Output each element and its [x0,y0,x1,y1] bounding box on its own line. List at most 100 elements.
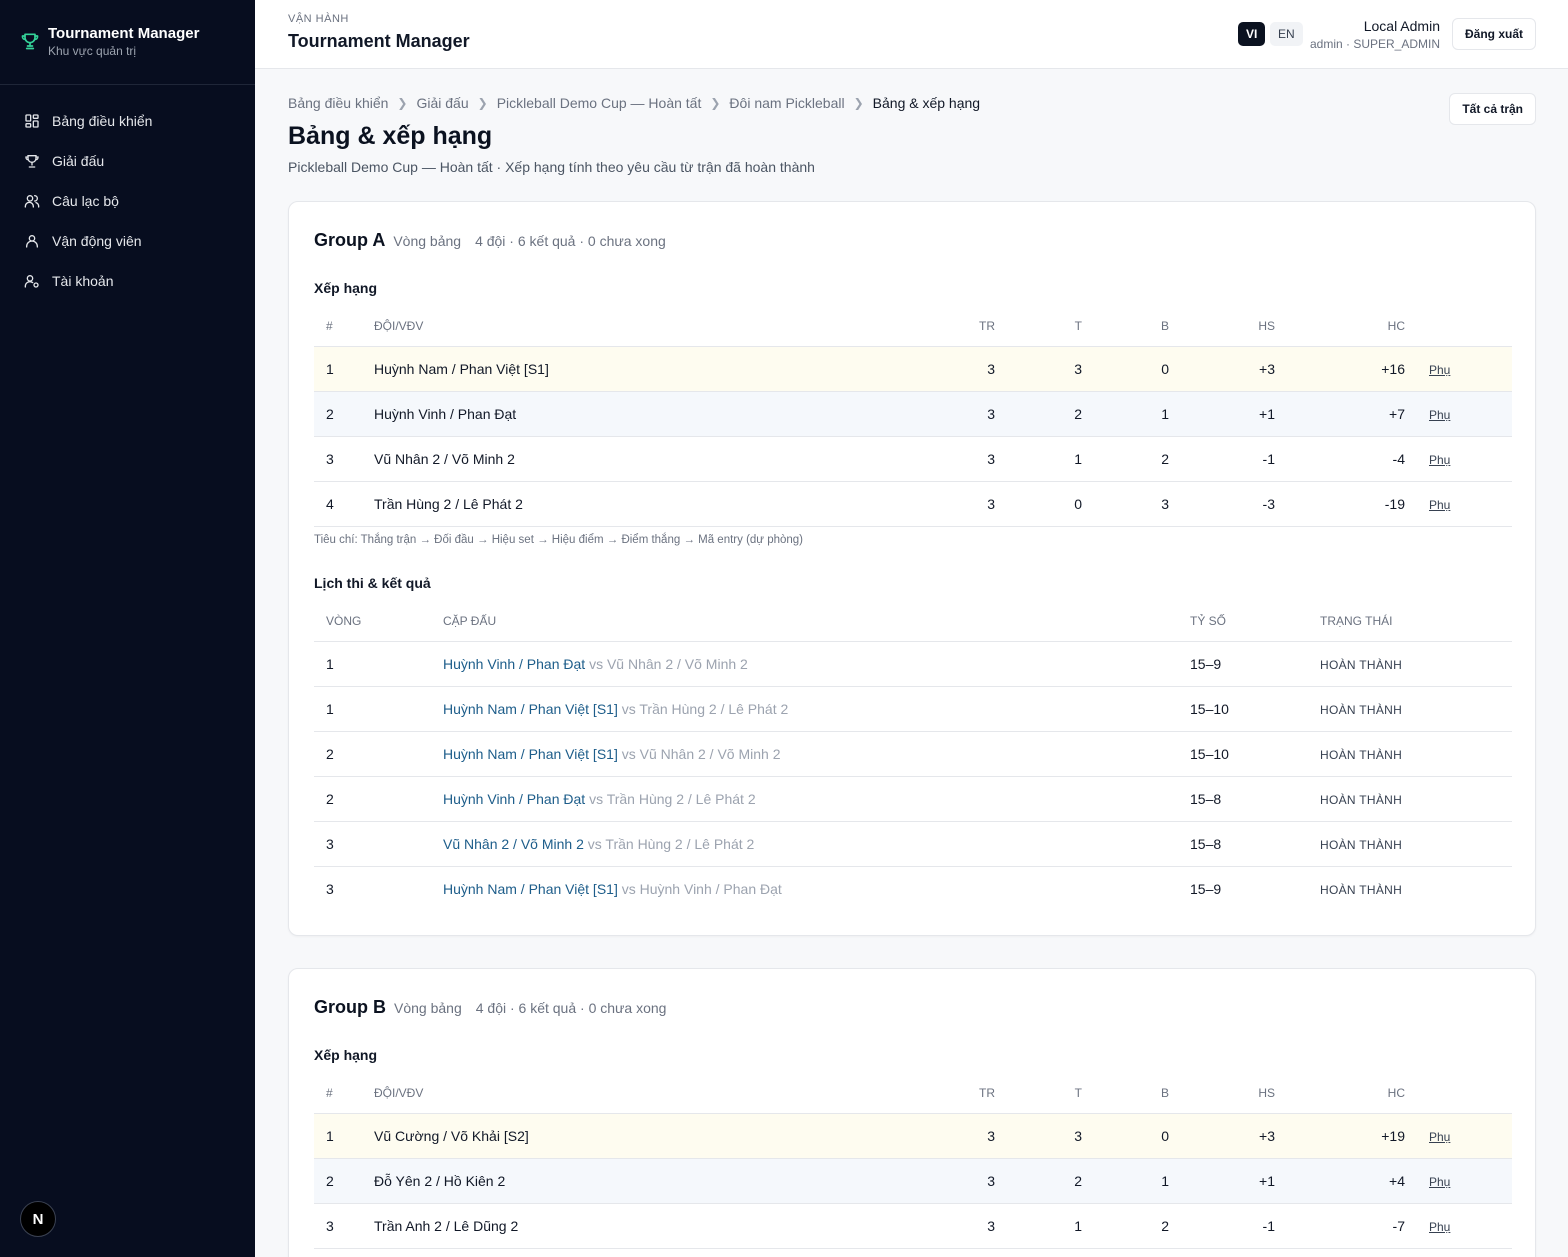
vs-label: vs [621,745,636,762]
rank: 3 [314,436,362,482]
group-meta: 4 đội · 6 kết quả · 0 chưa xong [475,1000,667,1016]
home-team-link[interactable]: Huỳnh Vinh / Phan Đạt [443,790,586,807]
col-team: ĐỘI/VĐV [362,1073,922,1114]
wins: 3 [1007,1113,1094,1159]
table-row: 2 Đỗ Yên 2 / Hồ Kiên 2 3 2 1 +1 +4 Phụ [314,1158,1512,1204]
wins: 1 [1007,436,1094,482]
home-team-link[interactable]: Huỳnh Nam / Phan Việt [S1] [443,700,618,717]
tiebreak-link[interactable]: Phụ [1429,1129,1451,1144]
brand-title: Tournament Manager [48,25,200,42]
status-badge: HOÀN THÀNH [1320,657,1403,672]
trophy-icon [25,155,39,168]
header-kicker: VẬN HÀNH [288,13,349,25]
status-badge: HOÀN THÀNH [1320,792,1403,807]
group-type: Vòng bảng [393,233,462,249]
chevron-right-icon: ❯ [477,96,488,110]
home-team-link[interactable]: Vũ Nhân 2 / Võ Minh 2 [443,835,584,852]
team: Huỳnh Vinh / Phan Đạt [362,391,922,437]
round: 1 [314,641,431,687]
user-icon [26,235,38,248]
away-team: Trần Hùng 2 / Lê Phát 2 [606,790,756,807]
group-card-a: Group A Vòng bảng 4 đội · 6 kết quả · 0 … [288,201,1536,936]
table-row: 2 Huỳnh Nam / Phan Việt [S1] vs Vũ Nhân … [314,731,1512,777]
dashboard-icon [25,114,39,128]
status-badge: HOÀN THÀNH [1320,837,1403,852]
tiebreak-link[interactable]: Phụ [1429,452,1451,467]
standings-table: # ĐỘI/VĐV TR T B HS HC 1 Huỳnh Nam / Pha… [314,306,1512,527]
table-row: 1 Huỳnh Vinh / Phan Đạt vs Vũ Nhân 2 / V… [314,641,1512,687]
score: 15–9 [1178,641,1308,687]
losses: 1 [1094,1158,1181,1204]
breadcrumb-tournaments[interactable]: Giải đấu [416,95,469,111]
breadcrumb-event[interactable]: Đôi nam Pickleball [729,95,845,111]
group-meta: 4 đội · 6 kết quả · 0 chưa xong [475,233,666,249]
score: 15–9 [1190,880,1222,897]
home-team-link[interactable]: Huỳnh Vinh / Phan Đạt [443,655,586,672]
away-team: Vũ Nhân 2 / Võ Minh 2 [639,745,781,762]
sidebar-nav: Bảng điều khiển Giải đấu Câu lạc bộ Vận … [0,85,255,301]
played: 3 [922,436,1007,482]
users-icon [24,195,40,208]
team: Vũ Cường / Võ Khải [S2] [362,1113,922,1159]
wins: 3 [1007,346,1094,392]
table-row: 3 Vũ Nhân 2 / Võ Minh 2 3 1 2 -1 -4 Phụ [314,436,1512,482]
set-diff: +1 [1181,1158,1287,1204]
table-row: 3 Vũ Nhân 2 / Võ Minh 2 vs Trần Hùng 2 /… [314,821,1512,867]
round: 2 [314,776,431,822]
score: 15–8 [1178,821,1308,867]
col-round: VÒNG [314,601,431,642]
avatar[interactable]: N [20,1201,56,1237]
logout-button[interactable]: Đăng xuất [1452,18,1536,50]
col-rank: # [314,1073,362,1114]
chevron-right-icon: ❯ [710,96,721,110]
account-icon [24,275,39,288]
rank: 2 [314,391,362,437]
brand[interactable]: Tournament Manager Khu vực quản trị [0,0,255,85]
breadcrumb-tournament[interactable]: Pickleball Demo Cup — Hoàn tất [496,95,702,111]
tiebreak-link[interactable]: Phụ [1429,497,1451,512]
losses: 1 [1094,391,1181,437]
sidebar-item-athletes[interactable]: Vận động viên [0,221,255,261]
sidebar-item-clubs[interactable]: Câu lạc bộ [0,181,255,221]
home-team-link[interactable]: Huỳnh Nam / Phan Việt [S1] [443,880,618,897]
round: 3 [326,880,334,897]
set-diff: -3 [1181,481,1287,527]
played: 3 [922,1203,1007,1249]
losses: 0 [1094,346,1181,392]
lang-en-button[interactable]: EN [1270,22,1303,46]
round: 2 [314,731,431,777]
sidebar-item-tournaments[interactable]: Giải đấu [0,141,255,181]
sidebar-item-dashboard[interactable]: Bảng điều khiển [0,101,255,141]
point-diff: -19 [1287,481,1417,527]
table-header-row: # ĐỘI/VĐV TR T B HS HC [314,1073,1512,1114]
col-tr: TR [922,306,1007,347]
standings-table: # ĐỘI/VĐV TR T B HS HC 1 Vũ Cường / Võ K… [314,1073,1512,1249]
set-diff: +3 [1181,346,1287,392]
rank: 4 [314,481,362,527]
col-status: TRẠNG THÁI [1308,601,1512,642]
all-matches-button[interactable]: Tất cả trận [1449,93,1536,125]
group-name: Group A [314,230,386,250]
page-subtitle: Pickleball Demo Cup — Hoàn tất · Xếp hạn… [288,159,815,175]
vs-label: vs [621,700,636,717]
group-card-b: Group B Vòng bảng 4 đội · 6 kết quả · 0 … [288,968,1536,1257]
tiebreak-link[interactable]: Phụ [1429,1219,1451,1234]
point-diff: +4 [1287,1158,1417,1204]
sidebar-item-accounts[interactable]: Tài khoản [0,261,255,301]
breadcrumb: Bảng điều khiển ❯ Giải đấu ❯ Pickleball … [288,95,980,111]
lang-vi-button[interactable]: VI [1238,22,1266,46]
point-diff: -4 [1287,436,1417,482]
tiebreak-link[interactable]: Phụ [1429,1174,1451,1189]
group-header: Group A Vòng bảng 4 đội · 6 kết quả · 0 … [314,230,666,251]
home-team-link[interactable]: Huỳnh Nam / Phan Việt [S1] [443,745,618,762]
team: Trần Hùng 2 / Lê Phát 2 [362,481,922,527]
sidebar-item-label: Câu lạc bộ [52,193,119,209]
table-row: 1 Vũ Cường / Võ Khải [S2] 3 3 0 +3 +19 P… [314,1113,1512,1159]
sidebar-item-label: Giải đấu [52,153,105,169]
top-header: VẬN HÀNH Tournament Manager VI EN Local … [255,0,1568,69]
tiebreak-link[interactable]: Phụ [1429,407,1451,422]
tiebreak-link[interactable]: Phụ [1429,362,1451,377]
breadcrumb-dashboard[interactable]: Bảng điều khiển [288,95,389,111]
status-badge: HOÀN THÀNH [1320,702,1403,717]
set-diff: -1 [1181,436,1287,482]
